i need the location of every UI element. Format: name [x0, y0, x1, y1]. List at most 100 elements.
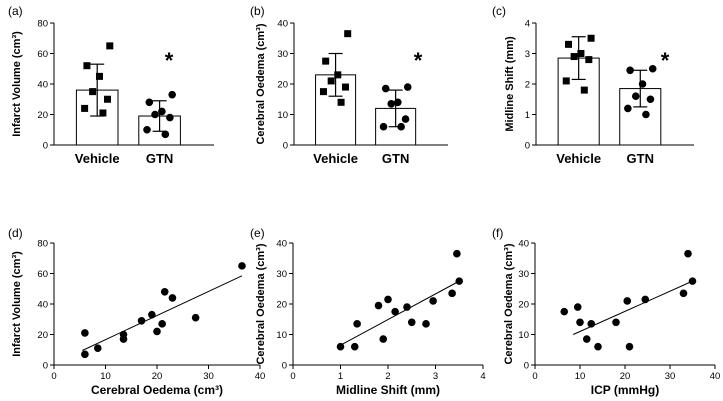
a-ytick-label-3: 60	[37, 49, 48, 60]
e-point-6	[391, 307, 399, 316]
b-ytick-label-4: 40	[277, 19, 288, 30]
e-point-13	[455, 277, 464, 285]
a-point-gtn-1	[145, 98, 154, 107]
f-ytick-label-0: 0	[524, 361, 529, 372]
e-point-4	[379, 335, 388, 343]
f-y-axis-label: Cerebral Oedema (cm³)	[503, 243, 515, 364]
a-panel-label: (a)	[8, 4, 23, 18]
c-point-vehicle-5	[562, 77, 570, 85]
c-y-axis-label: Midline Shift (mm)	[504, 36, 516, 132]
d-ytick-label-4: 80	[37, 239, 48, 250]
a-point-vehicle-2	[95, 72, 103, 80]
d-ytick-label-1: 20	[37, 330, 48, 341]
f-point-1	[573, 303, 582, 311]
e-point-7	[403, 303, 411, 311]
b-point-gtn-3	[387, 100, 396, 108]
e-ytick-label-1: 10	[276, 330, 287, 341]
c-point-gtn-1	[626, 66, 634, 75]
e-point-10	[429, 297, 437, 305]
e-ytick-label-0: 0	[282, 361, 287, 372]
c-point-vehicle-2	[577, 50, 585, 57]
a-category-label-vehicle: Vehicle	[75, 151, 120, 166]
d-xtick-label-1: 10	[100, 371, 111, 382]
a-ytick-label-0: 0	[43, 141, 48, 152]
a-significance-marker: *	[165, 48, 174, 73]
c-point-vehicle-3	[570, 53, 578, 61]
a-point-vehicle-4	[103, 95, 111, 103]
e-xtick-label-2: 2	[385, 371, 390, 382]
d-point-7	[153, 327, 161, 336]
c-point-vehicle-1	[564, 40, 572, 48]
d-point-8	[158, 320, 166, 328]
c-point-gtn-3	[631, 92, 640, 100]
b-panel-label: (b)	[250, 4, 265, 18]
f-xtick-label-0: 0	[532, 371, 537, 382]
a-ytick-label-2: 40	[37, 80, 48, 91]
f-point-6	[612, 318, 620, 327]
f-point-7	[623, 297, 632, 305]
a-y-axis-label: Infarct Volume (cm³)	[11, 31, 23, 137]
d-x-axis-label: Cerebral Oedema (cm³)	[91, 383, 223, 397]
b-point-vehicle-2	[334, 71, 342, 79]
c-point-gtn-0	[648, 64, 657, 73]
b-point-vehicle-5	[319, 88, 327, 96]
f-panel-label: (f)	[492, 226, 503, 240]
e-ytick-label-3: 30	[276, 269, 287, 280]
d-point-0	[81, 329, 89, 337]
a-point-vehicle-6	[99, 109, 107, 117]
d-ytick-label-0: 0	[43, 361, 48, 372]
b-point-gtn-1	[381, 84, 390, 93]
d-y-axis-label: Infarct Volume (cm³)	[11, 251, 23, 357]
f-x-axis-label: ICP (mmHg)	[591, 383, 659, 397]
f-point-8	[625, 342, 634, 351]
d-point-1	[81, 350, 89, 359]
b-ytick-label-3: 30	[277, 49, 288, 60]
c-significance-marker: *	[661, 48, 670, 73]
e-point-0	[336, 342, 345, 351]
a-point-gtn-5	[143, 125, 151, 134]
f-point-2	[576, 318, 584, 327]
a-point-gtn-4	[166, 113, 174, 122]
d-ytick-label-2: 40	[37, 300, 48, 311]
d-point-12	[238, 262, 246, 270]
e-point-11	[448, 289, 456, 298]
c-ytick-label-3: 3	[525, 49, 530, 60]
a-point-gtn-2	[158, 107, 166, 116]
f-point-10	[679, 289, 688, 298]
f-ytick-label-4: 40	[518, 239, 529, 250]
b-point-gtn-0	[403, 83, 412, 91]
b-point-vehicle-0	[344, 30, 352, 38]
e-xtick-label-1: 1	[338, 371, 343, 382]
d-xtick-label-0: 0	[51, 371, 56, 382]
f-point-4	[587, 320, 596, 328]
f-xtick-label-3: 30	[665, 371, 676, 382]
d-point-9	[160, 288, 169, 296]
d-xtick-label-3: 30	[203, 371, 214, 382]
d-regression-line	[82, 275, 243, 351]
a-category-label-gtn: GTN	[146, 151, 173, 166]
d-point-11	[191, 313, 200, 322]
c-ytick-label-4: 4	[525, 19, 530, 30]
e-ytick-label-2: 20	[276, 300, 287, 311]
a-point-gtn-3	[151, 110, 159, 119]
c-point-vehicle-0	[587, 34, 595, 42]
d-point-10	[168, 294, 177, 302]
b-category-label-vehicle: Vehicle	[313, 151, 358, 166]
f-xtick-label-2: 20	[620, 371, 631, 382]
d-xtick-label-4: 40	[255, 371, 266, 382]
c-ytick-label-1: 1	[525, 110, 530, 121]
f-ytick-label-2: 20	[518, 300, 529, 311]
f-point-12	[688, 277, 697, 285]
b-point-gtn-6	[397, 122, 405, 131]
e-point-9	[422, 320, 430, 328]
e-xtick-label-3: 3	[433, 371, 438, 382]
f-point-0	[560, 307, 569, 316]
e-point-5	[384, 295, 392, 304]
c-point-gtn-6	[642, 110, 650, 119]
b-significance-marker: *	[414, 48, 423, 73]
a-point-gtn-6	[161, 130, 170, 139]
e-point-12	[453, 249, 461, 258]
f-point-9	[641, 295, 650, 304]
d-panel-label: (d)	[8, 226, 23, 240]
